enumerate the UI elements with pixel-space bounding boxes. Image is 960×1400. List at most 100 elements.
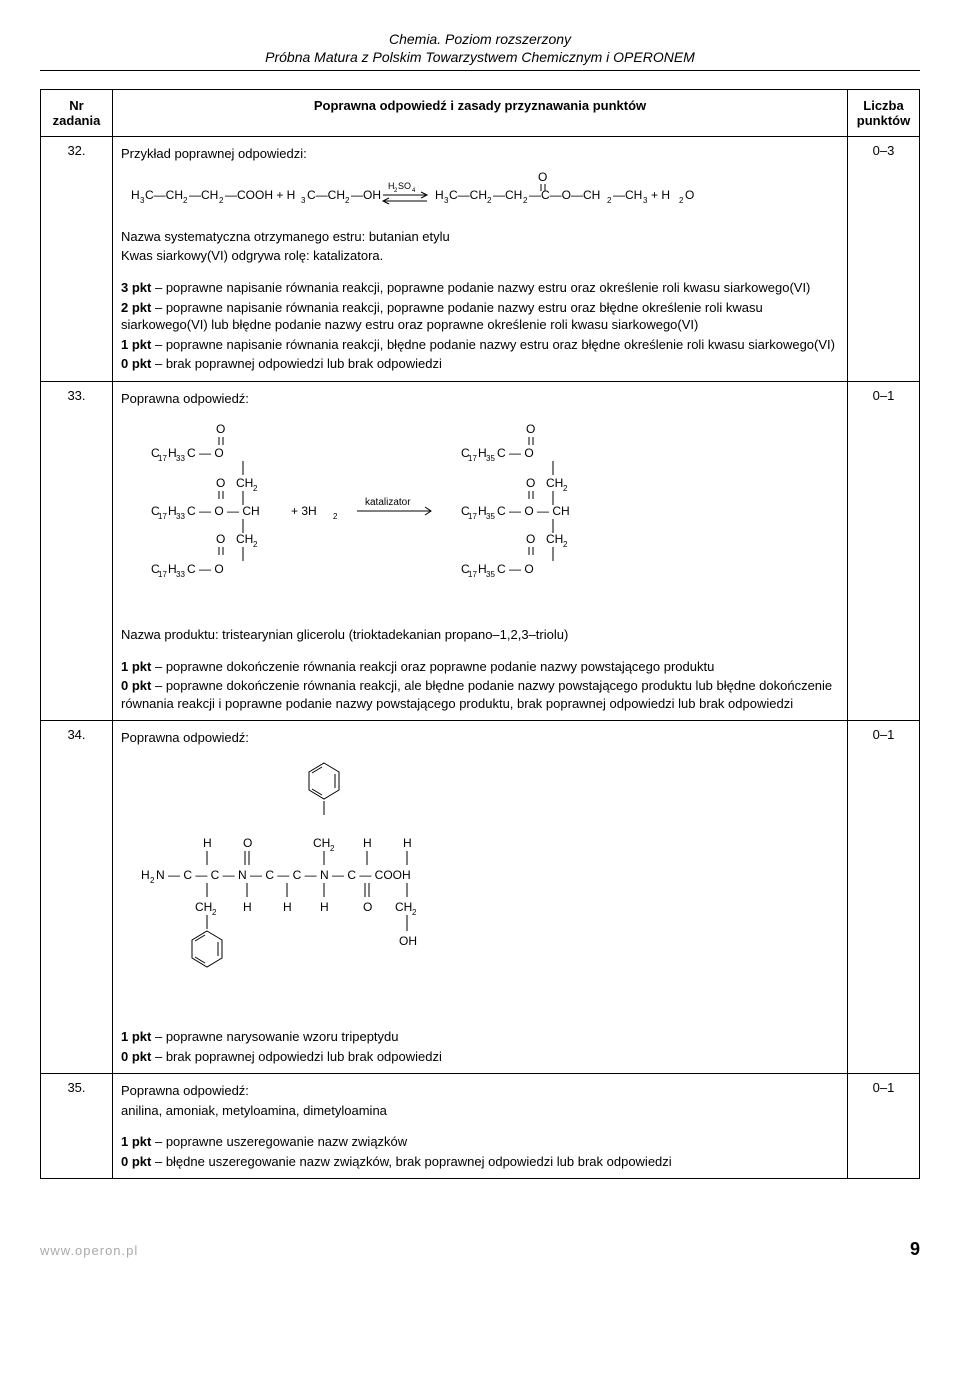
svg-text:2: 2 (523, 196, 528, 205)
svg-text:O: O (526, 422, 535, 436)
svg-text:C — O: C — O (497, 562, 534, 576)
task-nr: 33. (41, 381, 113, 721)
equation-32: H3C—CH2—CH2—COOH + H3C—CH2—OH H2SO4 H3C—… (131, 171, 839, 220)
svg-text:35: 35 (486, 454, 495, 463)
svg-text:CH: CH (395, 900, 412, 914)
criterion: 1 pkt – poprawne narysowanie wzoru tripe… (121, 1028, 839, 1046)
svg-text:2: 2 (330, 844, 335, 853)
svg-text:—COOH + H: —COOH + H (225, 188, 295, 202)
svg-text:O: O (216, 476, 225, 490)
svg-text:H: H (403, 836, 412, 850)
svg-text:C — O: C — O (497, 446, 534, 460)
svg-text:H: H (320, 900, 329, 914)
svg-text:2: 2 (563, 484, 568, 493)
task-nr: 32. (41, 137, 113, 381)
svg-text:O: O (243, 836, 252, 850)
ester-name: Nazwa systematyczna otrzymanego estru: b… (121, 228, 839, 246)
table-row: 35. Poprawna odpowiedź: anilina, amoniak… (41, 1074, 920, 1179)
svg-text:33: 33 (176, 454, 185, 463)
svg-text:17: 17 (468, 512, 477, 521)
structure-34: H O CH2 H H H2N — C — C — N — C — (131, 755, 839, 1018)
col-nr: Nr zadania (41, 90, 113, 137)
equation-33: O C17H33C — O CH2 O C17H33C — O — CH (131, 415, 839, 618)
svg-text:3: 3 (301, 196, 306, 205)
svg-text:C — O — CH: C — O — CH (187, 504, 260, 518)
criterion: 2 pkt – poprawne napisanie równania reak… (121, 299, 839, 334)
header-line1: Chemia. Poziom rozszerzony (40, 30, 920, 48)
intro: Przykład poprawnej odpowiedzi: (121, 145, 839, 163)
task-content: Przykład poprawnej odpowiedzi: H3C—CH2—C… (113, 137, 848, 381)
svg-text:H: H (203, 836, 212, 850)
task-nr: 34. (41, 721, 113, 1074)
svg-text:H: H (243, 900, 252, 914)
intro: Poprawna odpowiedź: (121, 390, 839, 408)
svg-text:—CH: —CH (613, 188, 642, 202)
criterion: 1 pkt – poprawne uszeregowanie nazw zwią… (121, 1133, 839, 1151)
svg-text:CH: CH (236, 532, 253, 546)
svg-text:O: O (526, 532, 535, 546)
svg-text:2: 2 (150, 876, 155, 885)
table-row: 34. Poprawna odpowiedź: H (41, 721, 920, 1074)
col-points: Liczba punktów (848, 90, 920, 137)
svg-text:2: 2 (219, 196, 224, 205)
svg-text:H: H (283, 900, 292, 914)
svg-text:—C—O—CH: —C—O—CH (529, 188, 600, 202)
svg-text:N — C — C — N — C — C — N — C: N — C — C — N — C — C — N — C — COOH (156, 868, 411, 882)
criterion: 0 pkt – poprawne dokończenie równania re… (121, 677, 839, 712)
svg-text:CH: CH (195, 900, 212, 914)
svg-text:C—CH: C—CH (145, 188, 183, 202)
svg-text:33: 33 (176, 570, 185, 579)
page-number: 9 (910, 1239, 920, 1260)
catalyst-role: Kwas siarkowy(VI) odgrywa rolę: kataliza… (121, 247, 839, 265)
header-rule (40, 70, 920, 71)
doc-header: Chemia. Poziom rozszerzony Próbna Matura… (40, 30, 920, 66)
criterion: 0 pkt – brak poprawnej odpowiedzi lub br… (121, 1048, 839, 1066)
criterion: 1 pkt – poprawne dokończenie równania re… (121, 658, 839, 676)
svg-text:2: 2 (333, 512, 338, 521)
svg-text:+ H: + H (651, 188, 670, 202)
svg-text:C — O: C — O (187, 446, 224, 460)
task-points: 0–1 (848, 721, 920, 1074)
svg-text:CH: CH (313, 836, 330, 850)
svg-text:O: O (216, 422, 225, 436)
svg-text:3: 3 (643, 196, 648, 205)
svg-text:H: H (141, 868, 150, 882)
svg-text:35: 35 (486, 512, 495, 521)
task-points: 0–1 (848, 381, 920, 721)
svg-text:2: 2 (487, 196, 492, 205)
svg-text:OH: OH (399, 934, 417, 948)
svg-text:2: 2 (345, 196, 350, 205)
svg-text:—OH: —OH (351, 188, 381, 202)
task-points: 0–3 (848, 137, 920, 381)
svg-text:C — O — CH: C — O — CH (497, 504, 570, 518)
intro: Poprawna odpowiedź: (121, 1082, 839, 1100)
svg-text:2: 2 (563, 540, 568, 549)
product-name: Nazwa produktu: tristearynian glicerolu … (121, 626, 839, 644)
svg-text:—CH: —CH (493, 188, 522, 202)
header-line2: Próbna Matura z Polskim Towarzystwem Che… (40, 48, 920, 66)
task-content: Poprawna odpowiedź: H O (113, 721, 848, 1074)
svg-text:H: H (363, 836, 372, 850)
svg-text:2: 2 (253, 484, 258, 493)
col-answer: Poprawna odpowiedź i zasady przyznawania… (113, 90, 848, 137)
intro: Poprawna odpowiedź: (121, 729, 839, 747)
svg-text:H: H (435, 188, 444, 202)
amine-order: anilina, amoniak, metyloamina, dimetyloa… (121, 1102, 839, 1120)
table-row: 33. Poprawna odpowiedź: O C17H33C — O CH… (41, 381, 920, 721)
svg-text:CH: CH (546, 532, 563, 546)
svg-text:17: 17 (158, 454, 167, 463)
svg-text:2: 2 (183, 196, 188, 205)
svg-text:+ 3H: + 3H (291, 504, 317, 518)
answer-key-table: Nr zadania Poprawna odpowiedź i zasady p… (40, 89, 920, 1179)
svg-text:17: 17 (158, 570, 167, 579)
svg-text:35: 35 (486, 570, 495, 579)
svg-text:C—CH: C—CH (449, 188, 487, 202)
footer: www.operon.pl 9 (40, 1239, 920, 1260)
svg-text:2: 2 (412, 908, 417, 917)
svg-text:2: 2 (607, 196, 612, 205)
svg-text:O: O (216, 532, 225, 546)
svg-text:—CH: —CH (189, 188, 218, 202)
task-content: Poprawna odpowiedź: anilina, amoniak, me… (113, 1074, 848, 1179)
task-content: Poprawna odpowiedź: O C17H33C — O CH2 (113, 381, 848, 721)
svg-text:C—CH: C—CH (307, 188, 345, 202)
